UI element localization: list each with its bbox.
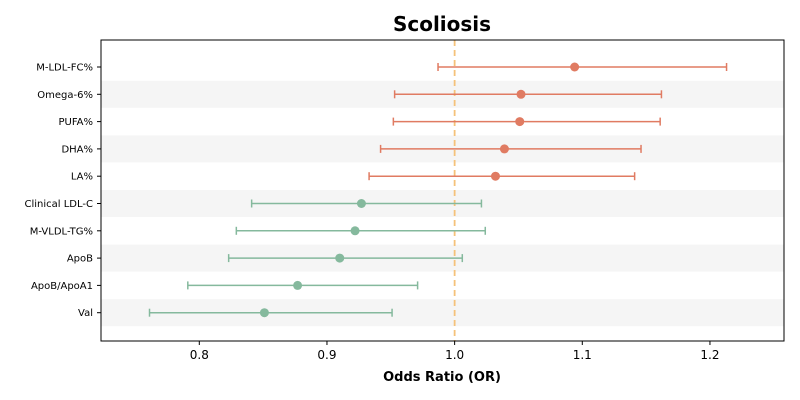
or-point bbox=[516, 89, 526, 99]
x-tick-label: 0.8 bbox=[190, 348, 209, 362]
or-point bbox=[570, 62, 580, 72]
forest-row bbox=[187, 280, 419, 290]
or-point bbox=[356, 199, 366, 208]
x-tick-label: 1.0 bbox=[445, 348, 464, 362]
y-tick-label: ApoB/ApoA1 bbox=[31, 281, 93, 292]
or-point bbox=[350, 226, 360, 236]
y-tick-label: Val bbox=[78, 308, 93, 319]
forest-row bbox=[392, 117, 661, 127]
or-point bbox=[335, 253, 345, 263]
x-axis-label: Odds Ratio (OR) bbox=[383, 370, 501, 385]
x-axis: 0.8 0.9 1.0 1.1 1.2 bbox=[190, 341, 720, 362]
or-point bbox=[515, 117, 525, 127]
forest-row bbox=[148, 308, 393, 318]
x-tick-label: 1.1 bbox=[573, 348, 592, 362]
forest-row bbox=[250, 199, 483, 208]
forest-row bbox=[393, 89, 663, 99]
x-tick-label: 1.2 bbox=[700, 348, 719, 362]
y-tick-label: M-LDL-FC% bbox=[36, 63, 93, 74]
x-tick-label: 0.9 bbox=[317, 348, 336, 362]
forest-row bbox=[437, 62, 728, 72]
or-point bbox=[490, 171, 500, 181]
or-point bbox=[499, 144, 509, 154]
forest-row bbox=[235, 226, 487, 236]
y-axis: M-LDL-FC% Omega-6% PUFA% DHA% LA% Clinical LD… bbox=[25, 63, 101, 319]
forest-row bbox=[379, 144, 642, 154]
y-tick-label: M-VLDL-TG% bbox=[30, 226, 93, 237]
y-tick-label: ApoB bbox=[67, 254, 93, 265]
or-point bbox=[259, 308, 269, 318]
y-tick-label: LA% bbox=[71, 172, 93, 183]
forest-row bbox=[368, 171, 636, 181]
plot-frame bbox=[100, 39, 785, 342]
y-tick-label: DHA% bbox=[61, 144, 93, 155]
forest-row bbox=[227, 253, 464, 263]
or-point bbox=[293, 280, 303, 290]
chart-title: Scoliosis bbox=[393, 12, 491, 36]
y-tick-label: PUFA% bbox=[58, 117, 93, 128]
data-rows bbox=[148, 62, 728, 318]
y-tick-label: Clinical LDL-C bbox=[25, 199, 94, 210]
y-tick-label: Omega-6% bbox=[37, 90, 93, 101]
